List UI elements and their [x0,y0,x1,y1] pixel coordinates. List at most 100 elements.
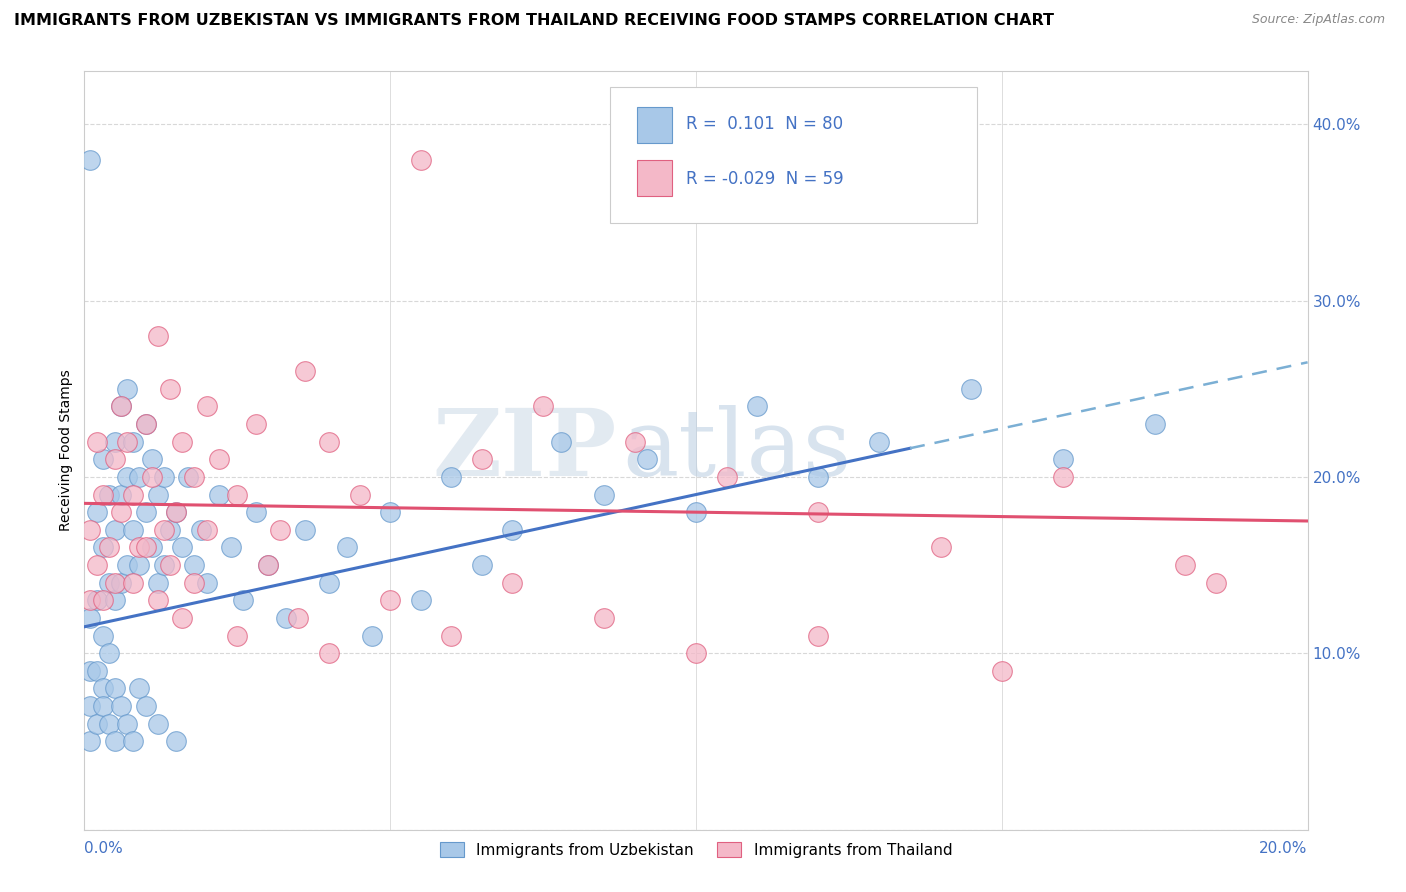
Point [146,575,169,590]
Point [1205,575,1227,590]
Point [177,470,200,484]
Point [110,400,132,414]
Point [172,541,194,555]
Point [91,629,114,643]
Point [104,681,127,696]
Point [294,523,316,537]
Point [257,558,280,572]
Text: ZIP: ZIP [432,406,616,495]
Point [531,400,554,414]
Point [115,558,138,572]
Point [122,734,145,748]
Point [276,611,298,625]
Point [146,593,169,607]
Point [79,153,101,167]
Point [79,611,101,625]
Point [208,487,231,501]
Point [624,434,647,449]
Point [86,593,108,607]
Point [122,487,145,501]
Point [86,434,108,449]
Text: IMMIGRANTS FROM UZBEKISTAN VS IMMIGRANTS FROM THAILAND RECEIVING FOOD STAMPS COR: IMMIGRANTS FROM UZBEKISTAN VS IMMIGRANTS… [14,13,1054,29]
Point [97,716,120,731]
FancyBboxPatch shape [637,160,672,196]
Point [153,523,176,537]
Point [122,434,145,449]
Point [110,487,132,501]
Point [159,523,181,537]
Point [115,434,138,449]
Point [104,452,127,467]
Point [79,699,101,714]
Point [146,487,169,501]
Point [685,505,707,519]
Point [128,681,150,696]
Point [91,541,114,555]
Point [183,575,205,590]
Text: atlas: atlas [623,406,852,495]
Point [146,329,169,343]
Point [440,470,463,484]
Y-axis label: Receiving Food Stamps: Receiving Food Stamps [59,369,73,532]
Point [153,470,176,484]
Point [141,541,163,555]
Point [115,470,138,484]
Point [146,716,169,731]
Point [226,629,249,643]
Point [91,699,114,714]
Point [409,153,432,167]
Point [502,575,524,590]
Point [747,400,769,414]
Point [172,611,194,625]
Point [79,593,101,607]
Point [104,593,127,607]
Point [97,487,120,501]
Point [716,470,738,484]
Point [91,452,114,467]
Point [79,523,101,537]
Point [807,470,830,484]
Point [195,575,218,590]
FancyBboxPatch shape [637,107,672,144]
Point [115,716,138,731]
Point [86,558,108,572]
Point [929,541,952,555]
Point [159,382,181,396]
Point [110,699,132,714]
Point [593,611,616,625]
Point [1052,470,1074,484]
Point [110,505,132,519]
Text: R = -0.029  N = 59: R = -0.029 N = 59 [686,170,844,188]
Point [135,417,157,431]
Text: Source: ZipAtlas.com: Source: ZipAtlas.com [1251,13,1385,27]
Point [685,646,707,660]
Point [287,611,309,625]
Point [869,434,891,449]
Point [122,523,145,537]
Point [128,470,150,484]
Point [245,505,267,519]
Text: R =  0.101  N = 80: R = 0.101 N = 80 [686,115,844,134]
Point [380,593,402,607]
Point [502,523,524,537]
Point [380,505,402,519]
Point [79,734,101,748]
Point [104,523,127,537]
Point [141,452,163,467]
Point [128,541,150,555]
Point [440,629,463,643]
Point [318,434,340,449]
Point [219,541,242,555]
Point [409,593,432,607]
Point [807,629,830,643]
Point [104,434,127,449]
Point [135,417,157,431]
Point [79,664,101,678]
Point [195,523,218,537]
Point [97,541,120,555]
Point [97,646,120,660]
Point [232,593,254,607]
Point [183,470,205,484]
Text: 20.0%: 20.0% [1260,841,1308,856]
Point [195,400,218,414]
